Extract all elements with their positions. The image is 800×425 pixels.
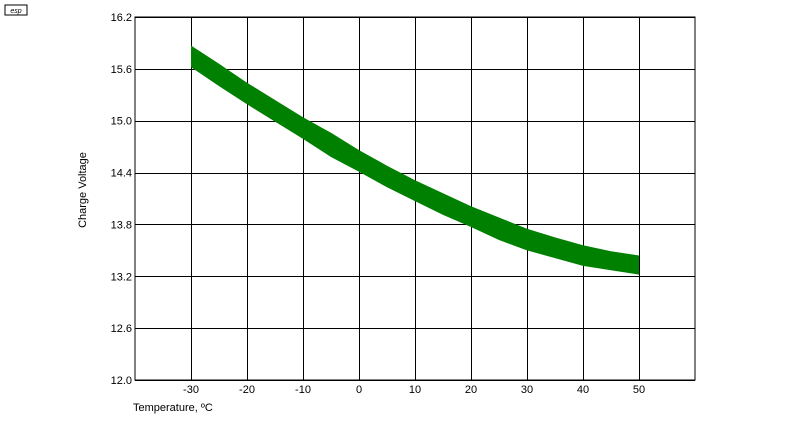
y-tick-label: 15.6 — [111, 64, 132, 76]
x-tick-label: 50 — [633, 384, 645, 396]
x-tick-label: 0 — [356, 384, 362, 396]
y-tick-label: 13.8 — [111, 219, 132, 231]
x-axis-title: Temperature, ºC — [133, 402, 213, 414]
x-tick-label: 40 — [577, 384, 589, 396]
voltage-band — [191, 45, 639, 275]
logo: esp — [4, 4, 28, 16]
x-tick-labels: -30 -20 -10 0 10 20 30 40 50 — [183, 384, 645, 396]
y-tick-labels: 12.0 12.6 13.2 13.8 14.4 15.0 15.6 16.2 — [111, 12, 132, 387]
y-tick-label: 14.4 — [111, 168, 132, 180]
y-tick-label: 12.6 — [111, 323, 132, 335]
y-tick-label: 12.0 — [111, 375, 132, 387]
x-tick-label: -30 — [183, 384, 199, 396]
logo-box — [4, 4, 28, 16]
plot-frame — [134, 16, 696, 381]
x-tick-label: -20 — [239, 384, 255, 396]
logo-text: esp — [10, 8, 21, 15]
voltage-band-area — [191, 45, 639, 275]
x-tick-label: 10 — [409, 384, 421, 396]
y-axis-title: Charge Voltage — [77, 152, 89, 228]
y-tick-label: 15.0 — [111, 116, 132, 128]
x-tick-label: 20 — [465, 384, 477, 396]
y-tick-label: 16.2 — [111, 12, 132, 24]
x-tick-label: -10 — [295, 384, 311, 396]
x-tick-label: 30 — [521, 384, 533, 396]
y-tick-label: 13.2 — [111, 271, 132, 283]
